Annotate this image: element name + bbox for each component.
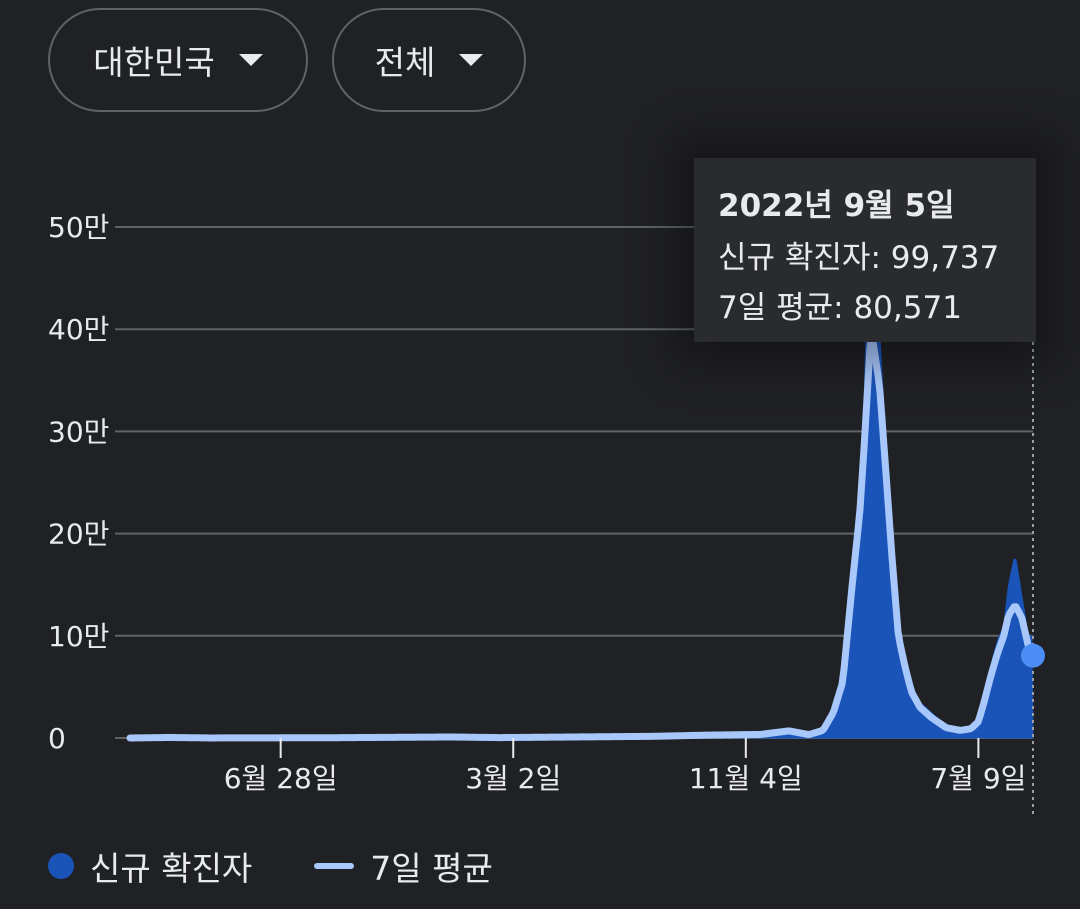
x-tick-label-2: 11월 4일 bbox=[689, 762, 803, 795]
y-tick-label-0: 0 bbox=[48, 722, 66, 755]
new-cases-legend-dot-icon bbox=[48, 853, 74, 879]
scope-filter-dropdown[interactable]: 전체 bbox=[332, 8, 526, 112]
y-tick-label-1: 10만 bbox=[48, 620, 109, 653]
highlight-point[interactable] bbox=[1021, 643, 1045, 668]
tooltip-new-cases-label: 신규 확진자 bbox=[718, 240, 871, 276]
x-axis: 6월 28일 3월 2일 11월 4일 7월 9일 bbox=[224, 738, 1026, 795]
tooltip-avg-label: 7일 평균 bbox=[718, 290, 834, 326]
y-tick-label-2: 20만 bbox=[48, 518, 109, 551]
chart-legend: 신규 확진자 7일 평균 bbox=[48, 842, 493, 890]
y-tick-label-4: 40만 bbox=[48, 313, 109, 346]
y-tick-label-3: 30만 bbox=[48, 415, 109, 448]
caret-down-icon bbox=[459, 54, 484, 66]
tooltip-new-cases-value: 99,737 bbox=[890, 240, 1000, 276]
tooltip-date: 2022년 9월 5일 bbox=[718, 188, 955, 224]
legend-avg: 7일 평균 bbox=[370, 849, 493, 888]
data-tooltip: 2022년 9월 5일 신규 확진자: 99,737 7일 평균: 80,571 bbox=[694, 158, 1036, 342]
avg-line bbox=[126, 331, 1036, 742]
legend-new-cases: 신규 확진자 bbox=[90, 849, 253, 888]
x-tick-label-1: 3월 2일 bbox=[465, 762, 561, 795]
tooltip-avg: 7일 평균: 80,571 bbox=[718, 290, 962, 326]
scope-filter-label: 전체 bbox=[374, 43, 436, 82]
country-filter-label: 대한민국 bbox=[93, 43, 215, 82]
avg-line-layer bbox=[126, 331, 1036, 742]
tooltip-new-cases: 신규 확진자: 99,737 bbox=[718, 240, 1000, 276]
caret-down-icon bbox=[238, 54, 263, 66]
x-tick-label-0: 6월 28일 bbox=[224, 762, 338, 795]
avg-legend-line-icon bbox=[314, 863, 355, 869]
tooltip-avg-value: 80,571 bbox=[853, 290, 962, 326]
country-filter-dropdown[interactable]: 대한민국 bbox=[48, 8, 308, 112]
x-tick-label-3: 7월 9일 bbox=[930, 762, 1026, 795]
y-tick-label-5: 50만 bbox=[48, 211, 109, 244]
